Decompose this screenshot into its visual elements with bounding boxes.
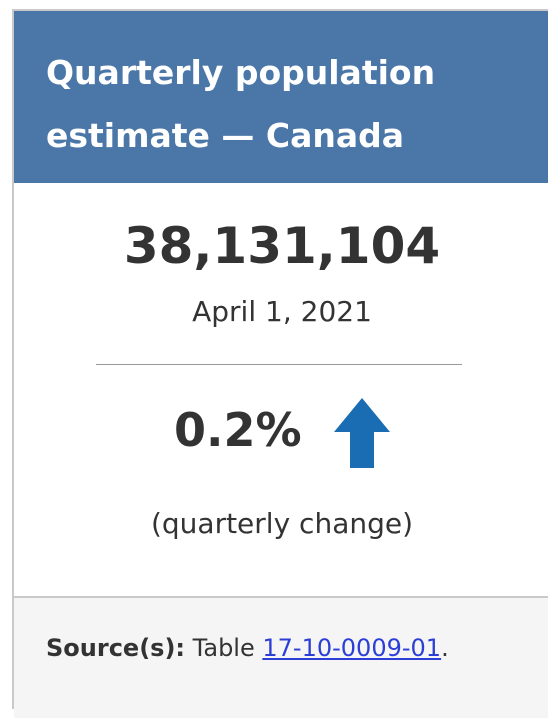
source-label: Source(s):	[46, 634, 186, 662]
source-end: .	[441, 634, 449, 662]
source-link[interactable]: 17-10-0009-01	[262, 634, 442, 662]
panel-body: 38,131,104 April 1, 2021 0.2% (quarterly…	[14, 183, 548, 598]
panel-footer: Source(s): Table 17-10-0009-01.	[14, 598, 548, 718]
reference-date: April 1, 2021	[192, 295, 372, 328]
panel-header: Quarterly population estimate — Canada	[14, 11, 548, 183]
change-caption: (quarterly change)	[150, 507, 414, 540]
population-value: 38,131,104	[123, 217, 441, 275]
up-arrow-icon	[334, 398, 390, 468]
arrow-shape	[334, 398, 390, 468]
panel: Quarterly population estimate — Canada 3…	[12, 9, 548, 718]
change-value: 0.2%	[174, 403, 302, 457]
page: Quarterly population estimate — Canada 3…	[12, 9, 548, 709]
divider	[96, 364, 462, 365]
source-text: Table	[192, 634, 255, 662]
